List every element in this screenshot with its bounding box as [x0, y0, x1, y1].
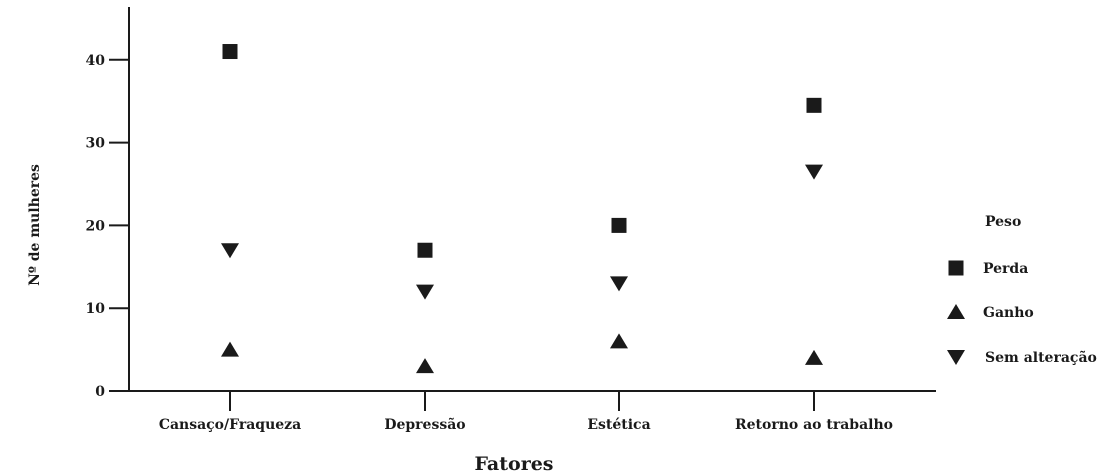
- legend-title: Peso: [985, 214, 1021, 230]
- legend-marker-ganho: [947, 304, 965, 319]
- data-point-sem-alteracao: [221, 243, 239, 259]
- legend-label-perda: Perda: [983, 261, 1028, 277]
- legend: Peso Perda Ganho Sem alteração: [947, 214, 1097, 366]
- y-ticks: 0 10 20 30 40: [86, 53, 129, 400]
- data-point-perda: [611, 217, 627, 233]
- data-point-ganho: [221, 341, 239, 357]
- legend-marker-sem-alteracao: [947, 350, 965, 365]
- data-point-ganho: [805, 349, 823, 365]
- data-point-perda: [222, 44, 238, 60]
- y-tick-label: 20: [86, 218, 106, 234]
- y-tick-label: 0: [95, 384, 105, 400]
- x-category-label: Cansaço/Fraqueza: [159, 417, 301, 433]
- data-point-sem-alteracao: [610, 276, 628, 292]
- data-point-ganho: [416, 358, 434, 374]
- x-category-label: Estética: [587, 417, 650, 433]
- x-axis-title: Fatores: [474, 453, 553, 474]
- legend-marker-perda: [948, 260, 964, 276]
- legend-items: Perda Ganho Sem alteração: [947, 260, 1097, 366]
- legend-label-ganho: Ganho: [983, 305, 1034, 321]
- legend-label-sem-alteracao: Sem alteração: [985, 349, 1097, 366]
- x-category-label: Depressão: [384, 416, 465, 433]
- x-ticks: Cansaço/Fraqueza Depressão Estética Retorno…: [159, 391, 893, 433]
- data-point-sem-alteracao: [416, 284, 434, 300]
- y-tick-label: 40: [86, 53, 106, 69]
- y-axis-title: Nº de mulheres: [27, 164, 43, 286]
- data-point-ganho: [610, 333, 628, 349]
- data-point-sem-alteracao: [805, 164, 823, 180]
- axes: [128, 7, 936, 392]
- data-point-perda: [417, 242, 433, 258]
- data-markers: [221, 44, 823, 374]
- y-tick-label: 30: [86, 136, 106, 152]
- data-point-perda: [806, 97, 822, 113]
- y-tick-label: 10: [86, 301, 106, 317]
- x-category-label: Retorno ao trabalho: [735, 417, 893, 433]
